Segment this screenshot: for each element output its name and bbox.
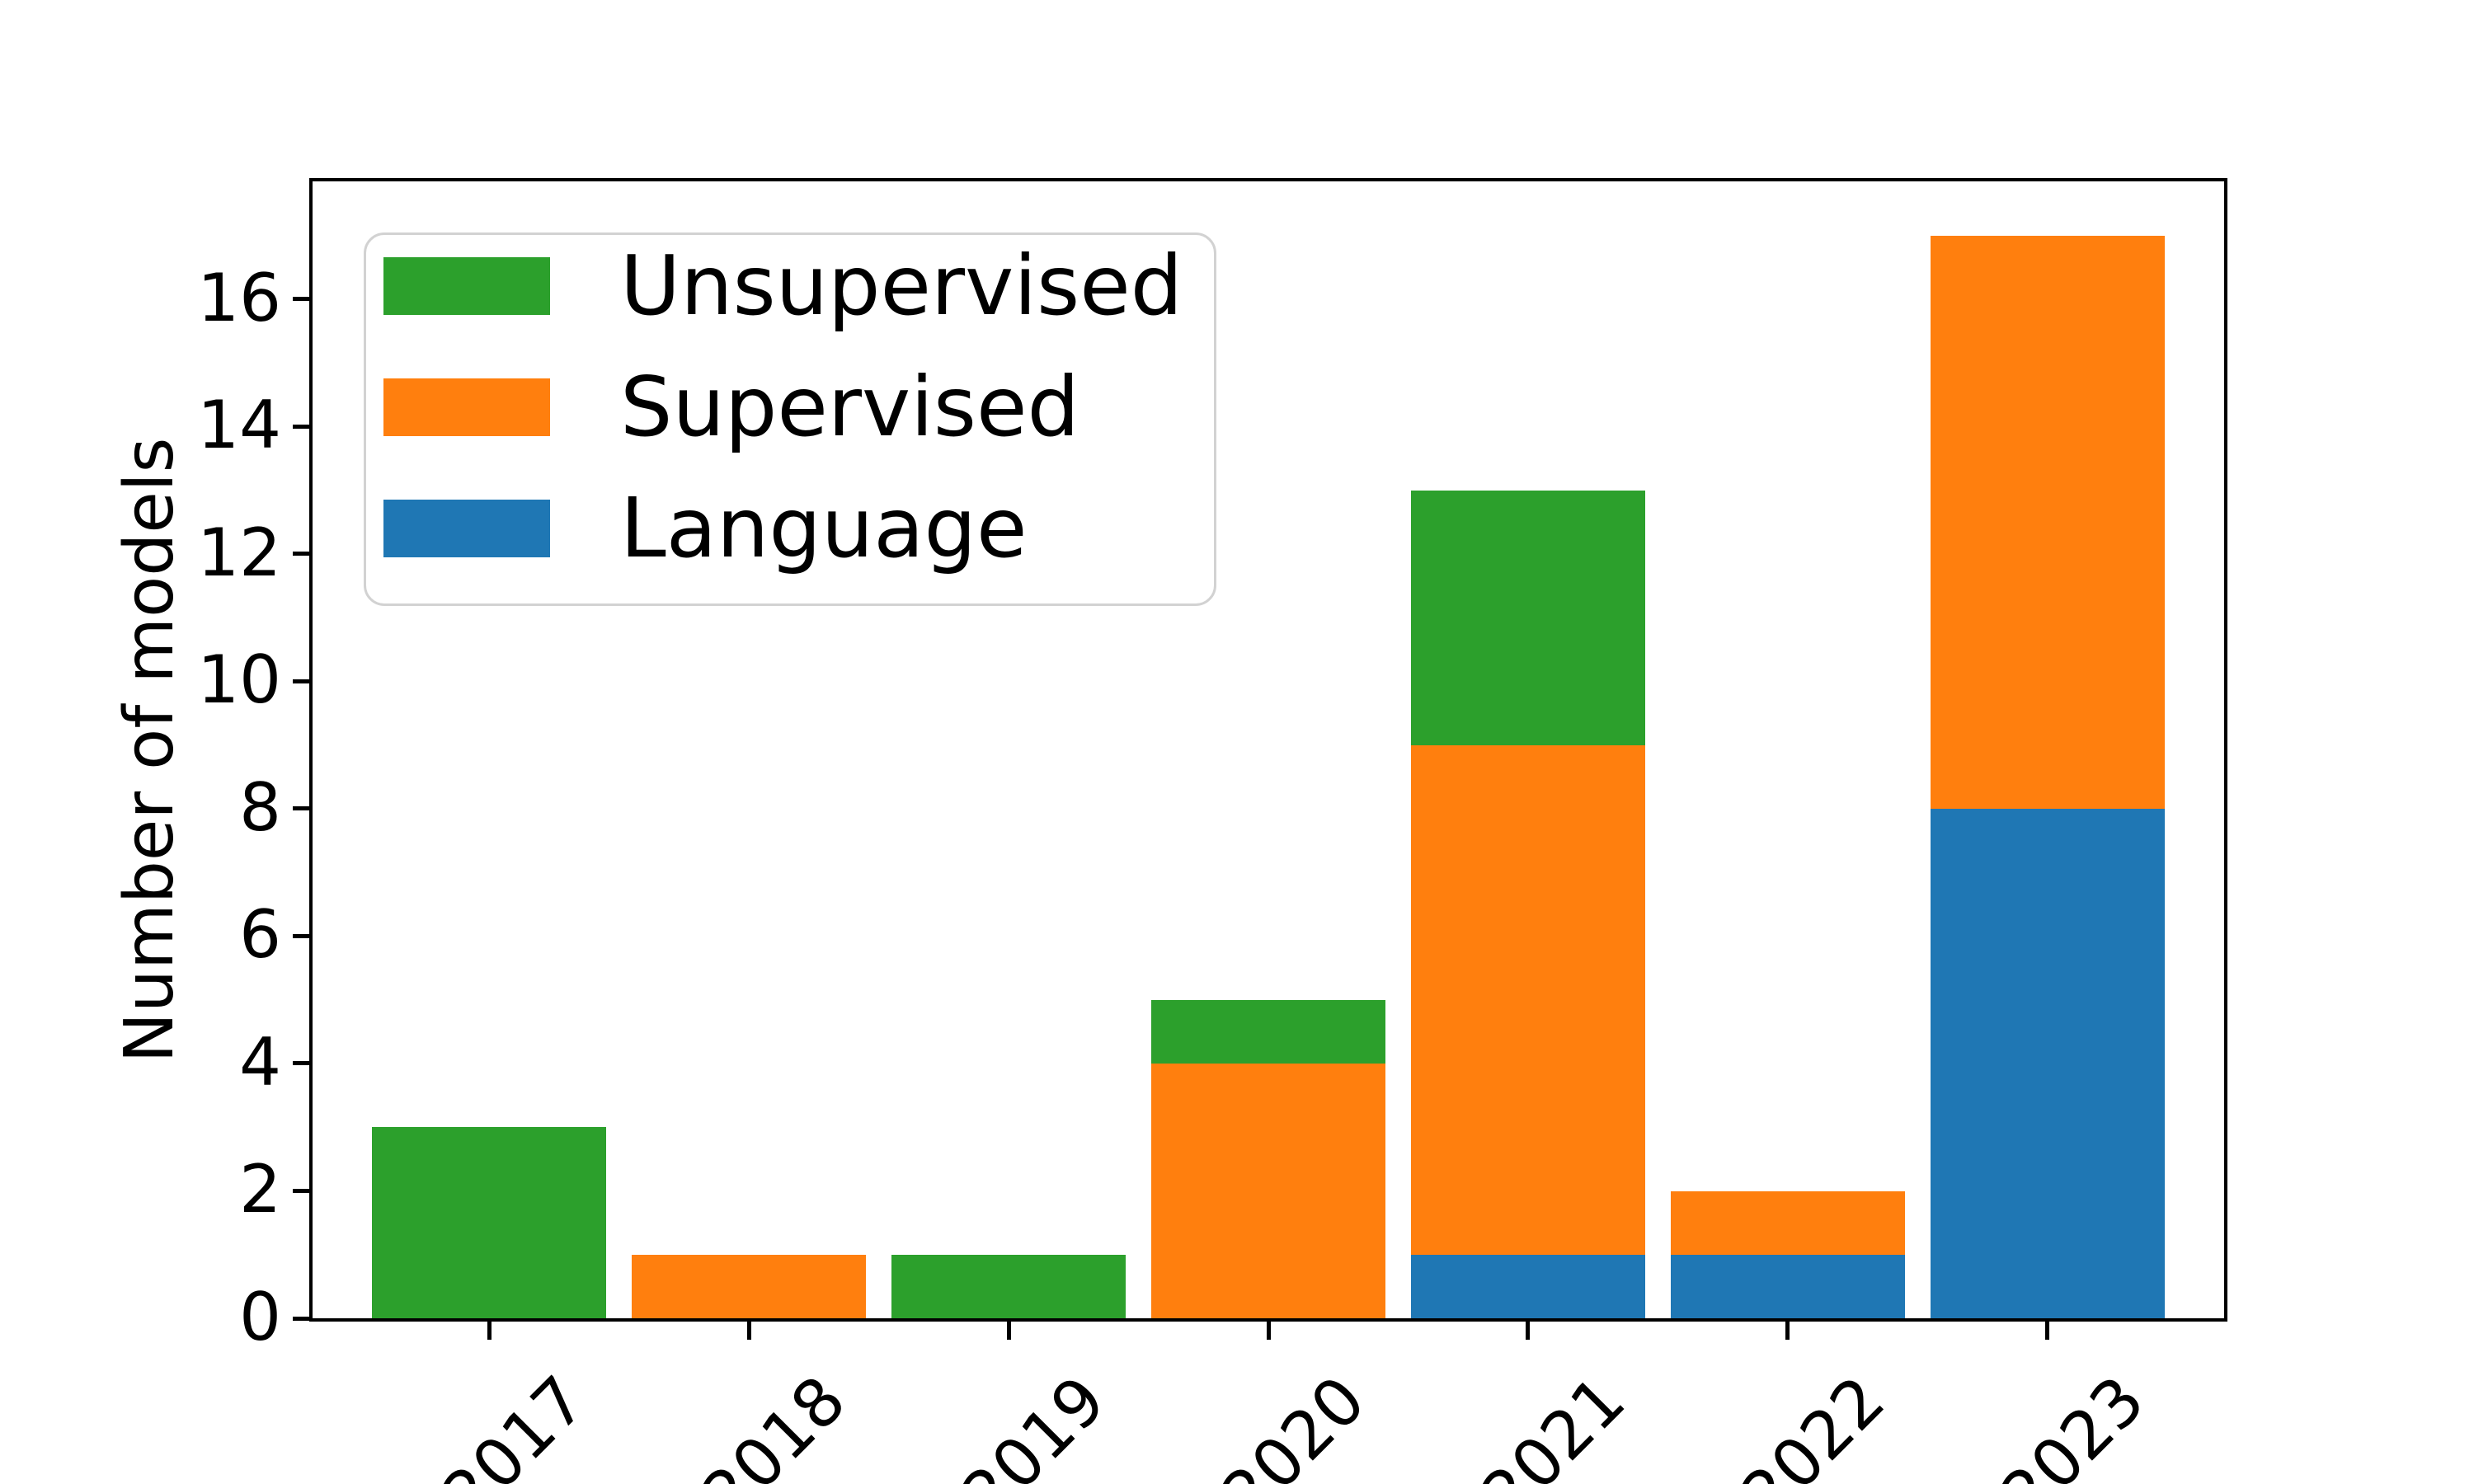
legend-entry-supervised: Supervised bbox=[383, 366, 1214, 448]
y-tick-label: 0 bbox=[239, 1279, 281, 1355]
y-tick bbox=[293, 1061, 309, 1066]
bar-segment-2017-unsupervised bbox=[372, 1127, 606, 1318]
legend-label-language: Language bbox=[620, 480, 1028, 576]
legend-label-supervised: Supervised bbox=[620, 359, 1080, 455]
x-tick bbox=[1006, 1322, 1011, 1340]
y-axis-label: Number of models bbox=[111, 437, 189, 1063]
x-tick-label: 2017 bbox=[427, 1361, 601, 1484]
y-tick bbox=[293, 806, 309, 811]
y-tick-label: 14 bbox=[197, 387, 281, 464]
x-tick bbox=[2045, 1322, 2050, 1340]
bar-segment-2019-unsupervised bbox=[891, 1254, 1126, 1318]
legend-swatch-unsupervised bbox=[383, 257, 550, 315]
legend-label-unsupervised: Unsupervised bbox=[620, 237, 1183, 334]
y-tick bbox=[293, 552, 309, 556]
y-tick bbox=[293, 1316, 309, 1321]
x-tick-label: 2023 bbox=[1986, 1361, 2160, 1484]
x-tick-label: 2022 bbox=[1726, 1361, 1900, 1484]
x-tick-label: 2018 bbox=[687, 1361, 861, 1484]
y-tick-label: 10 bbox=[197, 641, 281, 719]
y-tick bbox=[293, 679, 309, 683]
y-tick-label: 4 bbox=[239, 1023, 281, 1101]
bar-segment-2020-supervised bbox=[1151, 1063, 1385, 1318]
x-tick bbox=[746, 1322, 751, 1340]
bar-segment-2021-language bbox=[1411, 1254, 1645, 1318]
legend-swatch-supervised bbox=[383, 378, 550, 436]
bar-segment-2022-supervised bbox=[1671, 1190, 1905, 1255]
bar-segment-2018-supervised bbox=[632, 1254, 866, 1318]
x-tick bbox=[1266, 1322, 1271, 1340]
legend: Unsupervised Supervised Language bbox=[364, 232, 1216, 606]
bar-segment-2021-supervised bbox=[1411, 744, 1645, 1255]
legend-entry-language: Language bbox=[383, 487, 1214, 570]
y-tick-label: 12 bbox=[197, 514, 281, 591]
y-tick-label: 16 bbox=[197, 259, 281, 336]
x-tick bbox=[1526, 1322, 1531, 1340]
x-tick-label: 2021 bbox=[1466, 1361, 1640, 1484]
plot-area bbox=[309, 178, 2227, 1322]
bar-segment-2021-unsupervised bbox=[1411, 490, 1645, 745]
bar-segment-2023-language bbox=[1931, 808, 2165, 1318]
bar-segment-2020-unsupervised bbox=[1151, 999, 1385, 1064]
bar-segment-2023-supervised bbox=[1931, 235, 2165, 809]
y-tick-label: 2 bbox=[239, 1151, 281, 1228]
y-tick bbox=[293, 1188, 309, 1193]
y-tick bbox=[293, 933, 309, 938]
x-tick bbox=[487, 1322, 492, 1340]
y-tick-label: 8 bbox=[239, 768, 281, 846]
y-tick bbox=[293, 297, 309, 302]
legend-entry-unsupervised: Unsupervised bbox=[383, 245, 1214, 327]
x-tick-label: 2019 bbox=[947, 1361, 1121, 1484]
x-tick-label: 2020 bbox=[1206, 1361, 1380, 1484]
y-tick-label: 6 bbox=[239, 896, 281, 974]
legend-swatch-language bbox=[383, 500, 550, 557]
bar-segment-2022-language bbox=[1671, 1254, 1905, 1318]
x-tick bbox=[1785, 1322, 1790, 1340]
y-tick bbox=[293, 424, 309, 429]
